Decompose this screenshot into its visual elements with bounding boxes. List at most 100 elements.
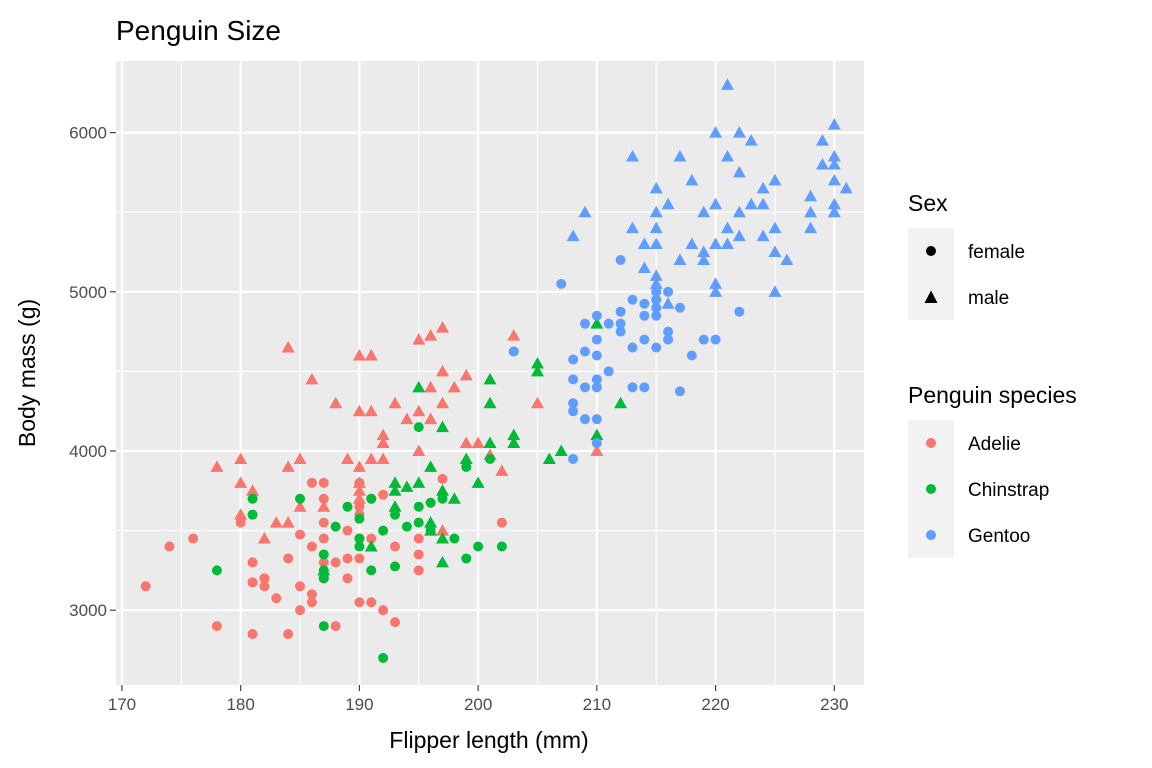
point-chinstrap-female: [378, 525, 389, 536]
point-chinstrap-male: [388, 476, 402, 488]
point-gentoo-female: [568, 406, 579, 417]
point-adelie-female: [306, 541, 317, 552]
point-gentoo-male: [732, 126, 746, 138]
point-gentoo-male: [649, 221, 663, 234]
legend-label-adelie: Adelie: [968, 434, 1021, 455]
point-gentoo-male: [673, 253, 687, 265]
point-gentoo-female: [674, 386, 685, 397]
point-adelie-male: [507, 329, 521, 341]
point-chinstrap-male: [542, 452, 556, 464]
y-tick-label: 4000: [69, 442, 107, 461]
point-chinstrap-female: [354, 541, 365, 552]
point-chinstrap-male: [424, 460, 438, 472]
point-gentoo-female: [663, 326, 674, 337]
point-adelie-male: [352, 492, 366, 504]
y-axis: 3000 4000 5000 6000: [69, 124, 116, 620]
point-gentoo-female: [591, 334, 602, 345]
point-adelie-male: [495, 464, 509, 476]
point-gentoo-male: [804, 205, 818, 218]
point-gentoo-male: [625, 221, 639, 234]
point-chinstrap-male: [483, 396, 497, 409]
point-gentoo-female: [568, 354, 579, 365]
point-gentoo-male: [697, 253, 711, 265]
point-gentoo-male: [697, 245, 711, 258]
point-chinstrap-female: [247, 493, 258, 504]
point-adelie-female: [390, 541, 401, 552]
point-chinstrap-female: [401, 521, 412, 532]
point-gentoo-female: [603, 366, 614, 377]
point-gentoo-male: [756, 229, 770, 242]
point-gentoo-male: [649, 181, 663, 194]
point-gentoo-male: [768, 245, 782, 258]
point-adelie-male: [364, 348, 378, 361]
point-chinstrap-male: [388, 500, 402, 512]
y-tick-label: 3000: [69, 601, 107, 620]
point-gentoo-female: [734, 306, 745, 317]
point-chinstrap-female: [318, 549, 329, 560]
point-adelie-female: [342, 553, 353, 564]
point-adelie-male: [329, 396, 343, 409]
point-gentoo-male: [732, 205, 746, 218]
point-adelie-male: [352, 348, 366, 361]
point-gentoo-male: [815, 157, 829, 170]
point-chinstrap-female: [496, 541, 507, 552]
point-chinstrap-male: [507, 428, 521, 441]
point-gentoo-male: [578, 205, 592, 218]
point-adelie-male: [281, 341, 295, 353]
point-adelie-male: [376, 428, 390, 441]
point-gentoo-female: [508, 346, 519, 357]
y-tick-label: 5000: [69, 283, 107, 302]
legend-key-gentoo-dot: [926, 530, 936, 540]
point-chinstrap-male: [530, 364, 544, 377]
point-adelie-female: [164, 541, 175, 552]
point-adelie-male: [234, 508, 248, 520]
point-adelie-female: [318, 533, 329, 544]
legend-key-chinstrap-dot: [926, 484, 936, 494]
point-gentoo-female: [579, 414, 590, 425]
point-gentoo-female: [698, 334, 709, 345]
point-chinstrap-female: [318, 573, 329, 584]
point-chinstrap-female: [354, 533, 365, 544]
point-chinstrap-female: [342, 501, 353, 512]
point-gentoo-male: [709, 285, 723, 297]
point-adelie-female: [140, 581, 151, 592]
point-adelie-female: [496, 517, 507, 528]
legend-label-male: male: [968, 288, 1009, 309]
point-gentoo-male: [637, 261, 651, 273]
point-adelie-male: [281, 460, 295, 472]
point-gentoo-male: [649, 277, 663, 289]
point-gentoo-male: [756, 181, 770, 194]
point-chinstrap-male: [447, 492, 461, 504]
point-gentoo-male: [720, 78, 734, 90]
point-chinstrap-male: [614, 396, 628, 409]
point-chinstrap-female: [366, 565, 377, 576]
point-adelie-male: [257, 532, 271, 544]
data-points: [140, 78, 853, 663]
point-chinstrap-female: [413, 517, 424, 528]
point-adelie-female: [354, 501, 365, 512]
point-gentoo-male: [566, 229, 580, 242]
point-chinstrap-male: [436, 532, 450, 544]
point-adelie-male: [317, 500, 331, 512]
point-chinstrap-male: [412, 380, 426, 393]
point-adelie-female: [366, 533, 377, 544]
point-adelie-female: [283, 553, 294, 564]
point-adelie-female: [330, 621, 341, 632]
point-adelie-female: [295, 605, 306, 616]
point-chinstrap-female: [378, 652, 389, 663]
point-adelie-female: [318, 557, 329, 568]
point-gentoo-male: [732, 229, 746, 242]
point-gentoo-male: [673, 150, 687, 162]
point-adelie-male: [590, 444, 604, 456]
point-adelie-female: [413, 533, 424, 544]
point-gentoo-male: [661, 197, 675, 210]
point-gentoo-male: [804, 189, 818, 202]
point-chinstrap-female: [390, 561, 401, 572]
point-adelie-female: [306, 597, 317, 608]
point-gentoo-male: [720, 221, 734, 234]
point-adelie-female: [295, 529, 306, 540]
point-chinstrap-female: [485, 453, 495, 464]
legend-species: Penguin species Adelie Chinstrap Gentoo: [908, 382, 1077, 558]
legend-label-female: female: [968, 242, 1025, 263]
